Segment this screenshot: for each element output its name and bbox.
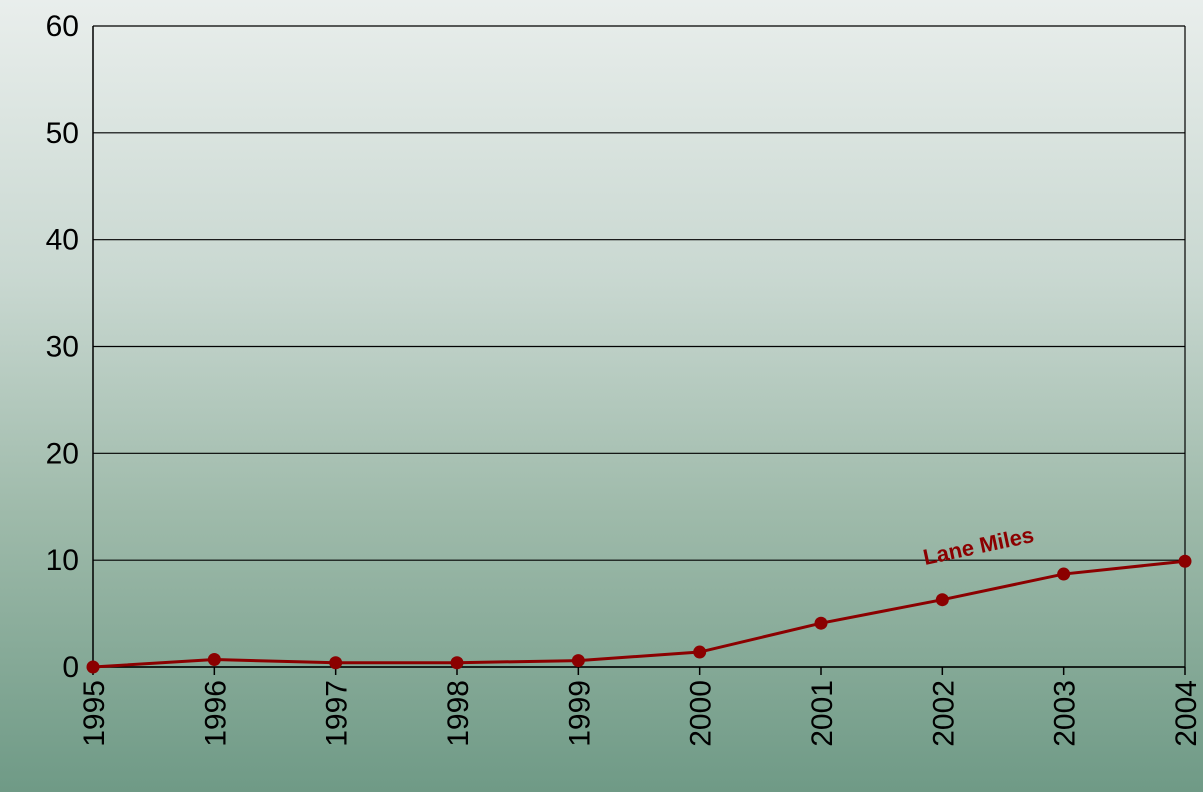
- x-tick-label: 2001: [806, 680, 839, 747]
- y-tick-label: 0: [62, 651, 79, 684]
- data-point: [1057, 567, 1071, 581]
- data-point: [86, 660, 100, 674]
- y-tick-label: 60: [46, 10, 79, 43]
- y-tick-label: 30: [46, 331, 79, 364]
- x-tick-label: 1999: [563, 680, 596, 747]
- x-tick-label: 1997: [321, 680, 354, 747]
- data-point: [693, 645, 707, 659]
- x-tick-label: 2002: [927, 680, 960, 747]
- y-tick-label: 10: [46, 544, 79, 577]
- y-tick-label: 40: [46, 224, 79, 257]
- y-tick-label: 20: [46, 437, 79, 470]
- x-tick-label: 1996: [199, 680, 232, 747]
- x-axis-ticks: 1995 1996 1997 1998 1999 2000 2001 2002 2003 2004: [78, 667, 1203, 747]
- data-point: [1178, 554, 1192, 568]
- data-point: [571, 654, 585, 668]
- series-line: [92, 559, 1186, 669]
- y-tick-label: 50: [46, 117, 79, 150]
- data-point: [207, 653, 221, 667]
- data-point: [935, 593, 949, 607]
- y-axis-ticks: 0 10 20 30 40 50 60: [46, 10, 79, 684]
- data-point: [329, 656, 343, 670]
- data-point: [450, 656, 464, 670]
- x-tick-label: 1995: [78, 680, 111, 747]
- x-tick-label: 1998: [442, 680, 475, 747]
- series-group: [86, 554, 1192, 674]
- series-label: Lane Miles: [921, 522, 1036, 570]
- x-tick-label: 2000: [685, 680, 718, 747]
- x-tick-label: 2003: [1049, 680, 1082, 747]
- gridlines: [93, 25, 1185, 668]
- data-point: [814, 616, 828, 630]
- x-tick-label: 2004: [1170, 680, 1203, 747]
